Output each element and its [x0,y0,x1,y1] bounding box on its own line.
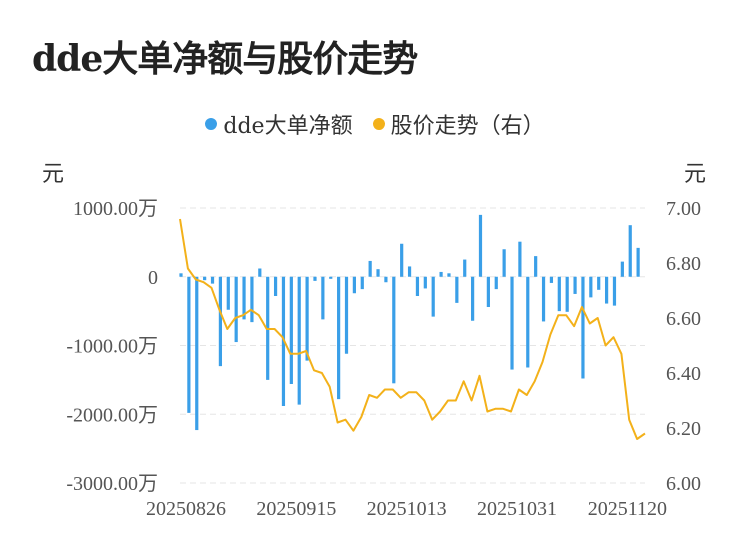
bar [352,276,356,294]
chart-legend: dde大单净额 股价走势（右） [0,108,750,140]
bar [195,276,199,431]
bar [210,276,215,284]
bar [360,276,364,290]
bar [407,266,412,277]
grid-lines [180,207,645,484]
right-tick-label: 6.60 [666,308,701,330]
x-tick-label: 20251031 [477,498,557,520]
left-tick-label: -2000.00万 [66,404,158,426]
bar [384,276,388,283]
left-axis-unit: 元 [42,162,65,187]
chart-title: dde大单净额与股价走势 [32,38,418,80]
right-tick-label: 6.20 [666,418,701,440]
legend-item-bar[interactable]: dde大单净额 [205,108,353,140]
bar [258,268,262,277]
bar [478,214,483,277]
bar [502,249,506,277]
right-tick-label: 6.00 [666,473,701,495]
bar [368,260,372,277]
right-tick-label: 6.80 [666,253,701,275]
bar [612,276,617,306]
bar [534,256,538,277]
x-tick-label: 20250826 [146,498,226,520]
bar [549,276,554,283]
bar [455,276,459,303]
left-tick-label: 1000.00万 [73,198,158,220]
legend-bar-dot-icon [205,118,218,130]
bar [250,276,254,323]
bar [242,276,246,320]
x-axis-ticks: 20250826 20250915 20251013 20251031 20251120 [146,498,667,520]
legend-bar-label: dde大单净额 [223,114,353,139]
bar [471,276,475,321]
bar [344,276,349,354]
bar [423,276,427,289]
bar [376,269,380,277]
bar [400,243,404,277]
bar [321,276,325,320]
right-axis-ticks: 7.00 6.80 6.60 6.40 6.20 6.00 [666,198,701,495]
bar [329,276,333,279]
bar [234,276,238,343]
bar [431,276,435,317]
right-tick-label: 7.00 [666,198,701,220]
bar [557,276,561,312]
right-axis-unit: 元 [684,162,707,187]
bar [179,273,183,277]
bar [289,276,293,384]
left-tick-label: -1000.00万 [66,336,158,358]
bar [203,276,207,281]
bar [439,271,443,277]
x-tick-label: 20251013 [367,498,447,520]
bar [226,276,230,310]
bar [604,276,609,304]
bar [447,273,451,277]
bar [494,276,498,290]
line-series [179,218,646,440]
bar [218,276,223,367]
bar [581,276,585,379]
bar [597,276,601,290]
bar [518,241,522,277]
bar [526,276,530,368]
bar [313,276,317,281]
legend-line-label: 股价走势（右） [390,114,545,139]
bar [636,247,640,277]
bar [620,261,624,277]
bar [273,276,278,296]
x-tick-label: 20250915 [256,498,336,520]
bar [392,276,396,384]
bar [305,276,309,361]
bar [187,276,191,413]
bar [463,259,467,277]
price-line [179,218,646,440]
bar [297,276,301,405]
x-tick-label: 20251120 [588,498,667,520]
legend-line-dot-icon [372,118,385,130]
bar [541,276,546,322]
bar [573,276,577,294]
bar [628,225,632,277]
bar [565,276,569,312]
bar [415,276,420,296]
left-axis-ticks: 1000.00万 0 -1000.00万 -2000.00万 -3000.00万 [66,198,158,495]
left-tick-label: 0 [148,267,158,289]
left-tick-label: -3000.00万 [66,473,158,495]
bar [337,276,341,400]
right-tick-label: 6.40 [666,363,701,385]
bar [510,276,514,370]
bar [486,276,490,307]
bar [589,276,593,298]
legend-item-line[interactable]: 股价走势（右） [372,108,545,140]
